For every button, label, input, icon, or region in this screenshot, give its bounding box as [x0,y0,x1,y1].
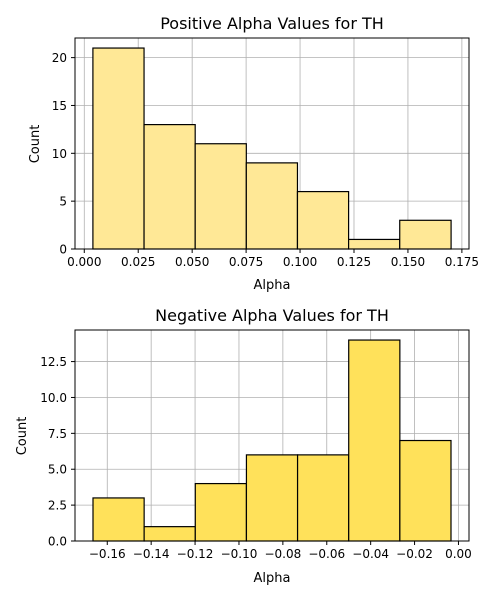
x-axis-ticks: 0.000 0.025 0.050 0.075 0.100 0.125 0.150 0.175 [67,249,479,269]
y-tick-label: 5.0 [48,463,67,477]
x-tick-label: 0.175 [445,255,479,269]
bars [92,47,452,250]
chart-title: Positive Alpha Values for TH [160,14,384,33]
y-tick-label: 10.0 [40,391,67,405]
y-axis-label: Count [28,125,43,164]
histogram-bar [296,454,350,542]
x-tick-label: −0.12 [177,547,214,561]
histogram-bar [296,190,350,250]
y-tick-label: 5 [59,195,67,209]
x-tick-label: −0.08 [264,547,301,561]
y-axis-label: Count [15,417,30,456]
y-tick-label: 0.0 [48,535,67,549]
x-tick-label: 0.025 [121,255,155,269]
x-tick-label: −0.16 [89,547,126,561]
x-tick-label: 0.100 [283,255,317,269]
negative-alpha-histogram: Negative Alpha Values for TH Alpha Count… [15,306,472,586]
x-tick-label: 0.150 [391,255,425,269]
plot-frame [74,329,470,542]
y-axis-ticks: 0 5 10 15 20 [52,51,75,257]
x-axis-label: Alpha [254,278,291,293]
plot-frame [74,37,470,250]
y-tick-label: 0 [59,243,67,257]
y-tick-label: 2.5 [48,499,67,513]
histogram-bar [92,497,145,542]
y-tick-label: 7.5 [48,427,67,441]
x-tick-label: 0.125 [337,255,371,269]
histogram-bar [399,439,452,542]
y-tick-label: 20 [52,51,67,65]
histogram-bar [347,238,401,250]
x-tick-label: 0.050 [175,255,209,269]
x-tick-label: −0.10 [221,547,258,561]
y-tick-label: 15 [52,99,67,113]
chart-title: Negative Alpha Values for TH [155,306,389,325]
x-tick-label: 0.000 [67,255,101,269]
x-tick-label: −0.06 [308,547,345,561]
positive-alpha-histogram: Positive Alpha Values for TH Alpha Count… [28,14,479,293]
y-tick-label: 10 [52,147,67,161]
y-axis-ticks: 0.0 2.5 5.0 7.5 10.0 12.5 [40,355,75,549]
x-axis-label: Alpha [254,571,291,586]
histogram-bar [348,339,401,542]
x-tick-label: 0.075 [229,255,263,269]
histogram-bar [143,526,196,542]
histogram-bar [245,162,299,250]
y-tick-label: 12.5 [40,355,67,369]
histogram-bar [194,482,248,542]
histogram-bar [92,47,145,250]
histogram-bar [143,124,196,250]
histogram-bar [399,219,452,250]
x-tick-label: −0.14 [133,547,170,561]
x-tick-label: −0.04 [352,547,389,561]
histogram-bar [194,143,247,250]
x-axis-ticks: −0.16 −0.14 −0.12 −0.10 −0.08 −0.06 −0.04 −0.02… [89,541,472,561]
x-tick-label: 0.00 [445,547,472,561]
x-tick-label: −0.02 [396,547,433,561]
bars [92,339,452,542]
histogram-bar [245,454,299,542]
